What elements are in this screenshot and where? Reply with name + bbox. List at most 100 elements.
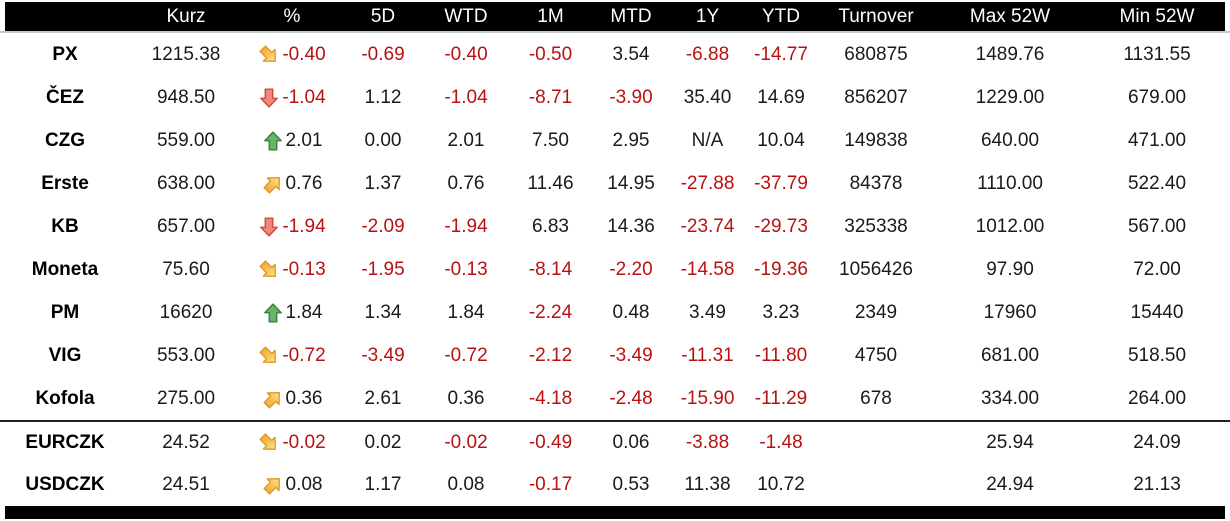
5d-value: 2.61	[364, 387, 402, 409]
wtd-value: 0.76	[447, 172, 485, 194]
1m-value: 6.83	[532, 215, 569, 237]
1y-value: N/A	[691, 129, 724, 151]
header-cell-turnover: Turnover	[838, 5, 914, 27]
table-row: Moneta 75.60 -0.13 -1.95 -0.13 -8.14 -2.…	[0, 248, 1230, 291]
pct-change-cell: 0.76	[242, 173, 342, 195]
1m-value: 11.46	[527, 172, 574, 194]
1y-value: 3.49	[689, 301, 726, 323]
pct-value: -1.04	[282, 86, 326, 108]
1y-value: -23.74	[680, 215, 735, 237]
kurz-value: 24.52	[162, 431, 210, 453]
header-cell-1m: 1M	[537, 5, 564, 27]
kurz-value: 657.00	[156, 215, 216, 237]
wtd-value: 0.36	[447, 387, 485, 409]
wtd-value: -1.04	[444, 86, 488, 108]
max52w-value: 1489.76	[975, 43, 1045, 65]
min52w-value: 518.50	[1127, 344, 1187, 366]
wtd-value: -0.72	[444, 344, 488, 366]
5d-value: 0.02	[364, 431, 402, 453]
kurz-value: 24.51	[162, 473, 210, 495]
pct-change-cell: 0.36	[242, 388, 342, 410]
header-cell-min52w: Min 52W	[1119, 5, 1195, 27]
wtd-value: -0.13	[444, 258, 488, 280]
table-row: Kofola 275.00 0.36 2.61 0.36 -4.18 -2.48…	[0, 377, 1230, 420]
pct-value: -1.94	[282, 215, 326, 237]
1y-value: -27.88	[680, 172, 735, 194]
max52w-value: 640.00	[980, 129, 1040, 151]
max52w-value: 681.00	[980, 344, 1040, 366]
wtd-value: -0.02	[444, 431, 488, 453]
table-row: EURCZK 24.52 -0.02 0.02 -0.02 -0.49 0.06…	[0, 420, 1230, 463]
ytd-value: -14.77	[754, 43, 808, 65]
ticker-label: USDCZK	[25, 473, 105, 495]
trend-arrow-ne-icon	[262, 388, 284, 410]
table-body: PX 1215.38 -0.40 -0.69 -0.40 -0.50 3.54 …	[0, 33, 1230, 506]
1m-value: 7.50	[532, 129, 569, 151]
max52w-value: 17960	[983, 301, 1037, 323]
wtd-value: -0.40	[444, 43, 488, 65]
table-row: Erste 638.00 0.76 1.37 0.76 11.46 14.95 …	[0, 162, 1230, 205]
turnover-value: 149838	[844, 129, 908, 151]
trend-arrow-se-icon	[258, 345, 280, 367]
turnover-value: 84378	[849, 172, 903, 194]
header-cell-ytd: YTD	[762, 5, 800, 27]
table-row: PX 1215.38 -0.40 -0.69 -0.40 -0.50 3.54 …	[0, 33, 1230, 76]
trend-arrow-se-icon	[258, 432, 280, 454]
max52w-value: 1012.00	[975, 215, 1045, 237]
trend-arrow-down-icon	[258, 87, 280, 109]
ytd-value: -29.73	[754, 215, 808, 237]
pct-value: -0.72	[282, 344, 326, 366]
min52w-value: 15440	[1130, 301, 1184, 323]
trend-arrow-se-icon	[258, 44, 280, 66]
5d-value: -0.69	[361, 43, 405, 65]
pct-value: 0.76	[285, 172, 323, 194]
kurz-value: 275.00	[156, 387, 216, 409]
min52w-value: 72.00	[1133, 258, 1181, 280]
pct-change-cell: 0.08	[242, 474, 342, 496]
pct-change-cell: 2.01	[242, 130, 342, 152]
1y-value: -3.88	[685, 431, 730, 453]
ticker-label: VIG	[48, 344, 82, 366]
header-cell-pct: %	[283, 5, 301, 27]
ytd-value: 3.23	[762, 301, 800, 323]
header-cell-mtd: MTD	[610, 5, 652, 27]
header-cell-wtd: WTD	[444, 5, 488, 27]
ticker-label: CZG	[44, 129, 86, 151]
turnover-value: 1056426	[839, 258, 913, 280]
mtd-value: 14.36	[607, 215, 655, 237]
kurz-value: 1215.38	[151, 43, 221, 65]
min52w-value: 1131.55	[1123, 43, 1191, 65]
pct-change-cell: -1.94	[242, 216, 342, 238]
kurz-value: 948.50	[156, 86, 216, 108]
min52w-value: 21.13	[1133, 473, 1181, 495]
turnover-value: 325338	[844, 215, 908, 237]
1m-value: -4.18	[528, 387, 573, 409]
ticker-label: ČEZ	[46, 86, 84, 108]
pct-change-cell: -1.04	[242, 87, 342, 109]
max52w-value: 97.90	[986, 258, 1034, 280]
1m-value: -0.17	[528, 473, 573, 495]
max52w-value: 334.00	[980, 387, 1040, 409]
mtd-value: 0.48	[612, 301, 650, 323]
max52w-value: 25.94	[986, 431, 1034, 453]
turnover-value: 856207	[844, 86, 908, 108]
turnover-value: 4750	[854, 344, 898, 366]
table-header: Kurz % 5D WTD 1M MTD 1Y YTD Turnover Max…	[0, 2, 1230, 33]
ticker-label: PM	[50, 301, 80, 323]
1y-value: -14.58	[680, 258, 735, 280]
1m-value: -2.24	[528, 301, 573, 323]
kurz-value: 638.00	[156, 172, 216, 194]
1m-value: -0.49	[528, 431, 573, 453]
turnover-value: 680875	[844, 43, 908, 65]
ytd-value: -11.29	[754, 387, 808, 409]
table-row: PM 16620 1.84 1.34 1.84 -2.24 0.48 3.49 …	[0, 291, 1230, 334]
1m-value: -8.14	[528, 258, 573, 280]
table-row: ČEZ 948.50 -1.04 1.12 -1.04 -8.71 -3.90 …	[0, 76, 1230, 119]
ticker-label: Erste	[41, 172, 89, 194]
1y-value: -6.88	[685, 43, 730, 65]
1m-value: -8.71	[528, 86, 573, 108]
wtd-value: 0.08	[447, 473, 485, 495]
min52w-value: 567.00	[1127, 215, 1187, 237]
pct-value: 0.08	[285, 473, 323, 495]
